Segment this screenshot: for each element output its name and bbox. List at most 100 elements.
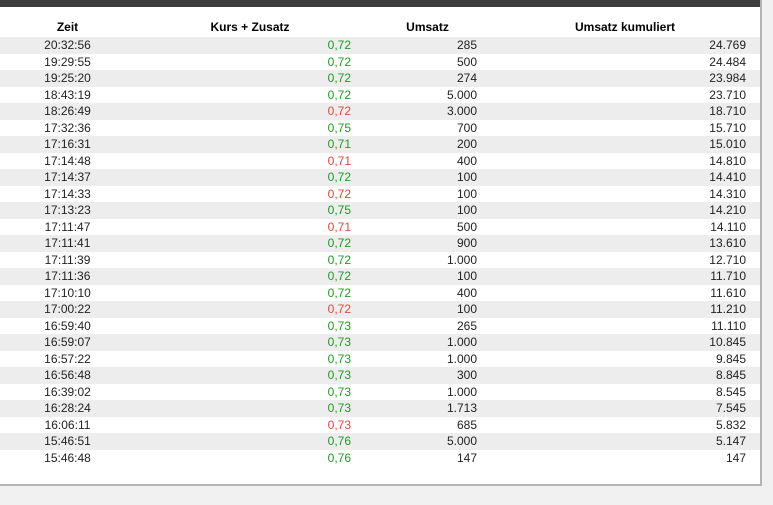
cell-umsatz: 900 <box>456 236 477 250</box>
cell-umsatz: 300 <box>456 368 477 382</box>
cell-zeit: 17:11:39 <box>44 252 91 267</box>
cell-zeit: 15:46:51 <box>44 434 91 448</box>
cell-kumuliert: 8.845 <box>715 368 746 382</box>
cell-kurs: 0,72 <box>327 252 351 267</box>
cell-umsatz: 100 <box>456 302 477 316</box>
cell-zeit: 16:39:02 <box>44 384 91 399</box>
cell-kumuliert: 147 <box>725 450 746 465</box>
cell-kurs: 0,76 <box>327 434 351 448</box>
cell-kumuliert: 5.147 <box>715 434 746 448</box>
cell-kurs: 0,73 <box>327 401 351 415</box>
column-header-kurs: Kurs + Zusatz <box>210 20 290 34</box>
table-row: 18:43:19 0,72 5.000 23.710 <box>0 86 760 103</box>
cell-umsatz: 700 <box>456 120 477 135</box>
table-row: 16:59:40 0,73 265 11.110 <box>0 317 760 334</box>
table-row: 19:25:20 0,72 274 23.984 <box>0 70 760 87</box>
cell-zeit: 17:13:23 <box>44 203 91 217</box>
table-row: 15:46:51 0,76 5.000 5.147 <box>0 433 760 450</box>
times-sales-panel: Zeit Kurs + Zusatz Umsatz Umsatz kumulie… <box>0 0 762 486</box>
cell-zeit: 17:14:48 <box>44 153 91 168</box>
cell-kurs: 0,75 <box>327 203 351 217</box>
cell-kurs: 0,72 <box>327 302 351 316</box>
cell-kumuliert: 14.310 <box>709 186 746 201</box>
cell-umsatz: 100 <box>456 186 477 201</box>
cell-umsatz: 5.000 <box>446 87 477 102</box>
cell-zeit: 18:43:19 <box>44 87 91 102</box>
cell-umsatz: 1.000 <box>446 351 477 366</box>
cell-zeit: 17:11:36 <box>44 269 91 283</box>
table-row: 17:11:47 0,71 500 14.110 <box>0 218 760 235</box>
cell-umsatz: 5.000 <box>446 434 477 448</box>
cell-umsatz: 1.713 <box>446 401 477 415</box>
table-row: 16:57:22 0,73 1.000 9.845 <box>0 350 760 367</box>
cell-kumuliert: 11.610 <box>710 285 746 300</box>
cell-kumuliert: 23.984 <box>709 71 746 85</box>
cell-kurs: 0,72 <box>327 71 351 85</box>
cell-umsatz: 100 <box>456 269 477 283</box>
cell-umsatz: 1.000 <box>446 335 477 349</box>
table-row: 16:59:07 0,73 1.000 10.845 <box>0 334 760 351</box>
cell-zeit: 16:06:11 <box>44 417 91 432</box>
cell-kurs: 0,73 <box>327 351 351 366</box>
cell-umsatz: 265 <box>456 318 477 333</box>
cell-kumuliert: 12.710 <box>709 252 746 267</box>
table-header-row: Zeit Kurs + Zusatz Umsatz Umsatz kumulie… <box>0 18 760 37</box>
cell-kurs: 0,72 <box>327 104 351 118</box>
table-row: 16:56:48 0,73 300 8.845 <box>0 367 760 384</box>
table-row: 16:28:24 0,73 1.713 7.545 <box>0 400 760 417</box>
cell-zeit: 16:57:22 <box>44 351 91 366</box>
cell-kurs: 0,76 <box>327 450 351 465</box>
cell-kumuliert: 24.484 <box>709 54 746 69</box>
table-row: 17:11:36 0,72 100 11.710 <box>0 268 760 285</box>
cell-kurs: 0,71 <box>327 137 351 151</box>
cell-zeit: 17:14:37 <box>44 170 91 184</box>
cell-kurs: 0,72 <box>327 269 351 283</box>
cell-kurs: 0,73 <box>327 368 351 382</box>
cell-umsatz: 1.000 <box>446 252 477 267</box>
cell-zeit: 17:00:22 <box>44 302 91 316</box>
cell-kurs: 0,72 <box>327 170 351 184</box>
cell-umsatz: 500 <box>456 54 477 69</box>
table-row: 17:14:33 0,72 100 14.310 <box>0 185 760 202</box>
table-row: 17:13:23 0,75 100 14.210 <box>0 202 760 219</box>
cell-zeit: 17:11:47 <box>44 219 91 234</box>
cell-kumuliert: 8.545 <box>715 384 746 399</box>
cell-kumuliert: 13.610 <box>709 236 746 250</box>
cell-kumuliert: 14.810 <box>709 153 746 168</box>
cell-umsatz: 500 <box>456 219 477 234</box>
cell-zeit: 15:46:48 <box>44 450 91 465</box>
cell-zeit: 16:56:48 <box>44 368 91 382</box>
cell-kurs: 0,72 <box>327 87 351 102</box>
cell-kumuliert: 14.110 <box>710 219 746 234</box>
cell-kurs: 0,72 <box>327 236 351 250</box>
cell-kumuliert: 15.010 <box>709 137 746 151</box>
cell-kurs: 0,73 <box>327 335 351 349</box>
table-row: 16:06:11 0,73 685 5.832 <box>0 416 760 433</box>
cell-kurs: 0,73 <box>327 384 351 399</box>
cell-kumuliert: 7.545 <box>715 401 746 415</box>
cell-kumuliert: 14.410 <box>709 170 746 184</box>
table-row: 19:29:55 0,72 500 24.484 <box>0 53 760 70</box>
cell-kurs: 0,75 <box>327 120 351 135</box>
table-row: 16:39:02 0,73 1.000 8.545 <box>0 383 760 400</box>
cell-zeit: 19:29:55 <box>44 54 91 69</box>
cell-umsatz: 100 <box>456 203 477 217</box>
cell-kumuliert: 18.710 <box>709 104 746 118</box>
cell-umsatz: 3.000 <box>446 104 477 118</box>
table-row: 20:32:56 0,72 285 24.769 <box>0 37 760 54</box>
cell-zeit: 19:25:20 <box>44 71 91 85</box>
cell-zeit: 16:59:07 <box>44 335 91 349</box>
cell-zeit: 17:10:10 <box>44 285 91 300</box>
cell-kurs: 0,71 <box>327 219 351 234</box>
table-row: 17:00:22 0,72 100 11.210 <box>0 301 760 318</box>
table-row: 15:46:48 0,76 147 147 <box>0 449 760 466</box>
cell-umsatz: 147 <box>456 450 477 465</box>
table-row: 17:11:39 0,72 1.000 12.710 <box>0 251 760 268</box>
times-sales-table: Zeit Kurs + Zusatz Umsatz Umsatz kumulie… <box>0 18 760 466</box>
cell-umsatz: 1.000 <box>446 384 477 399</box>
cell-kumuliert: 15.710 <box>709 120 746 135</box>
cell-umsatz: 685 <box>456 417 477 432</box>
cell-kumuliert: 14.210 <box>709 203 746 217</box>
cell-umsatz: 285 <box>456 38 477 52</box>
table-row: 17:10:10 0,72 400 11.610 <box>0 284 760 301</box>
